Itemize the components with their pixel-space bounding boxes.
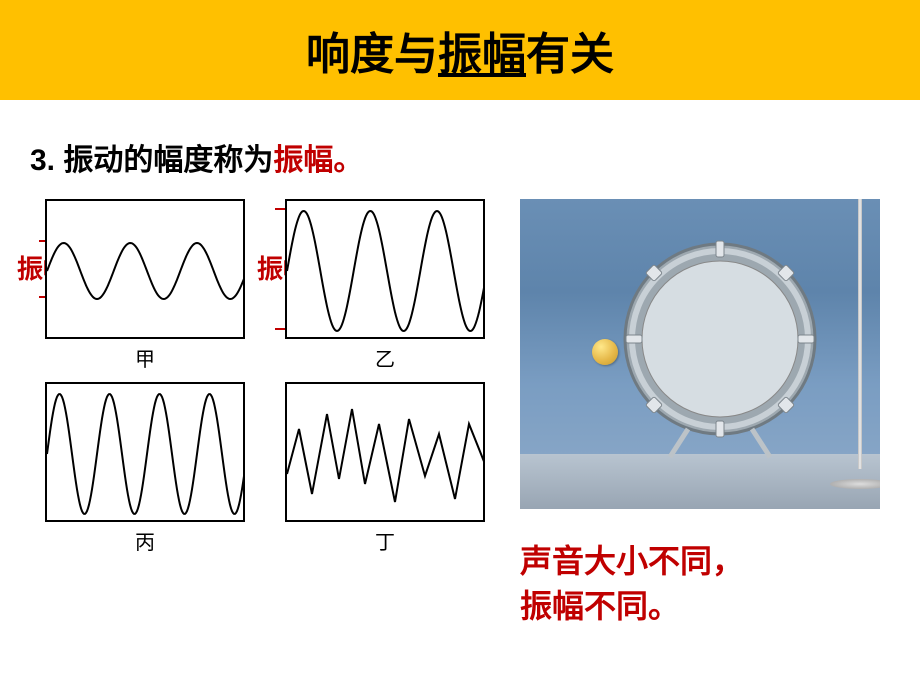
right-column: 声音大小不同， 振幅不同。 [520, 199, 880, 629]
caption-line2: 振幅不同。 [520, 584, 880, 629]
table-surface [520, 454, 880, 509]
caption-line1: 声音大小不同， [520, 539, 880, 584]
wave-box-yi [285, 199, 485, 339]
caption: 声音大小不同， 振幅不同。 [520, 539, 880, 629]
wave-box-jia [45, 199, 245, 339]
title-banner: 响度与振幅有关 [0, 0, 920, 100]
wave-cell-yi: 乙 [285, 199, 485, 364]
wave-cell-bing: 丙 [45, 382, 245, 547]
main-row: 振幅 振幅 甲 乙 [30, 199, 890, 629]
title-text: 响度与振幅有关 [306, 18, 614, 82]
definition-number: 3. [30, 144, 55, 177]
drum [620, 239, 820, 439]
wave-label-ding: 丁 [285, 526, 485, 555]
title-suffix: 有关 [526, 30, 614, 79]
title-prefix: 响度与 [306, 30, 438, 79]
wave-cell-jia: 甲 [45, 199, 245, 364]
stand-rod [858, 199, 862, 469]
wave-box-bing [45, 382, 245, 522]
wave-cell-ding: 丁 [285, 382, 485, 547]
ball [592, 339, 618, 365]
drum-photo [520, 199, 880, 509]
content-area: 3. 振动的幅度称为振幅。 振幅 振幅 甲 乙 [0, 100, 920, 629]
wave-label-yi: 乙 [285, 343, 485, 372]
definition-red: 振幅。 [273, 144, 363, 177]
waveform-panel-group: 振幅 振幅 甲 乙 [30, 199, 500, 629]
definition-line: 3. 振动的幅度称为振幅。 [30, 135, 890, 179]
wave-box-ding [285, 382, 485, 522]
definition-black: 振动的幅度称为 [63, 144, 273, 177]
title-underlined: 振幅 [438, 30, 526, 79]
wave-label-bing: 丙 [45, 526, 245, 555]
wave-label-jia: 甲 [45, 343, 245, 372]
